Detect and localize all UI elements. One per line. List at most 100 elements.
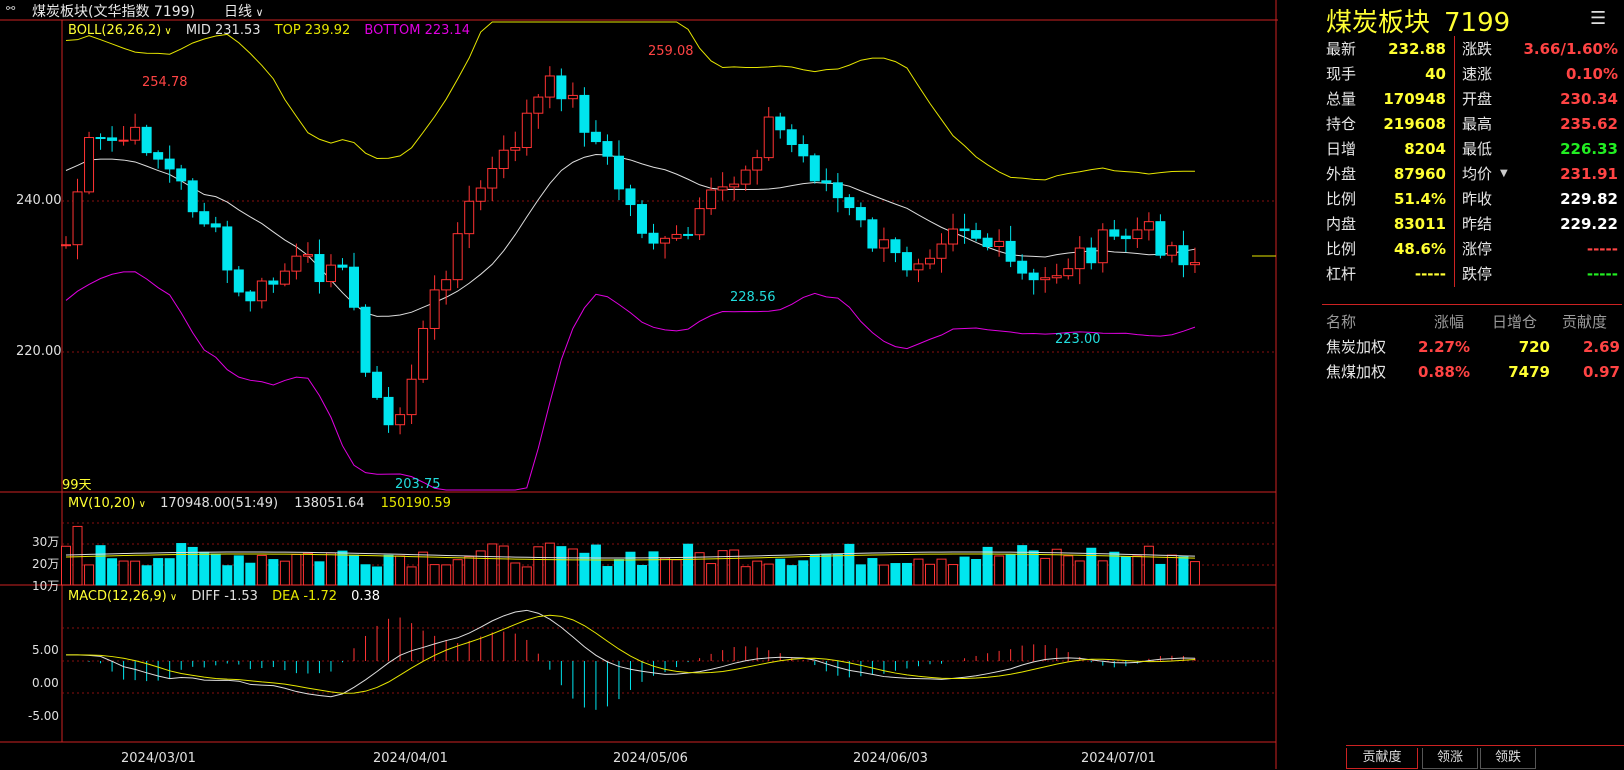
candle-body (729, 183, 740, 188)
candle-body (95, 137, 106, 140)
candle-body (187, 180, 198, 213)
quote-label: 昨结 (1462, 215, 1493, 233)
volume-tick-10w: 10万 (32, 579, 60, 593)
macd-tick-5: 5.00 (32, 643, 59, 657)
quote-separator (1454, 261, 1455, 287)
volume-bar (141, 565, 152, 586)
boll-bottom-value: BOTTOM 223.14 (364, 23, 471, 38)
boll-top-line (65, 21, 1195, 181)
candle-body (590, 131, 601, 143)
volume-bar (948, 564, 959, 586)
candle-body (1132, 229, 1143, 240)
macd-diff-line (65, 609, 1195, 698)
volume-bar (1051, 548, 1062, 586)
candle-body (637, 204, 647, 234)
volume-bar (786, 565, 797, 586)
candle-body (1097, 229, 1108, 264)
quote-label: 开盘 (1462, 90, 1493, 108)
volume-bar (498, 545, 509, 586)
volume-bar (372, 566, 383, 586)
volume-bar (936, 558, 947, 586)
candle-body (199, 211, 210, 225)
quote-value: 51.4% (1393, 190, 1446, 208)
candle-body (625, 188, 636, 206)
volume-bar (199, 551, 210, 586)
candle-body (1143, 221, 1154, 231)
candle-body (130, 126, 141, 141)
volume-indicator-selector[interactable]: MV(10,20) ∨ (68, 496, 146, 511)
volume-bar (590, 544, 601, 586)
low-annotation-1: 228.56 (730, 290, 776, 305)
volume-bar (994, 555, 1005, 586)
candle-body (360, 306, 371, 373)
volume-bar (107, 558, 118, 586)
candle-body (994, 240, 1005, 247)
volume-bar (1028, 550, 1039, 586)
chevron-down-icon: ∨ (252, 6, 264, 19)
link-icon[interactable]: ⚯ (6, 2, 16, 15)
high-annotation-2: 259.08 (648, 44, 694, 59)
volume-bar (222, 565, 233, 586)
volume-bar (302, 552, 313, 586)
quote-row: 杠杆 ----- 跌停 ----- (1322, 261, 1624, 287)
header-name: 名称 (1326, 313, 1357, 331)
contrib-row[interactable]: 焦炭加权 2.27% 720 2.69 (1322, 334, 1624, 360)
volume-bar (579, 552, 590, 586)
candle-body (890, 239, 901, 254)
quote-value: 229.82 (1560, 190, 1618, 208)
volume-bar (878, 564, 889, 586)
candle-body (706, 189, 717, 210)
candle-body (164, 158, 175, 170)
quote-row: 比例 51.4% 昨收 229.82 (1322, 186, 1624, 212)
macd-dea-value: DEA -1.72 (272, 589, 337, 604)
candle-body (786, 129, 797, 146)
quote-value: ----- (1414, 265, 1446, 283)
volume-bar (187, 546, 198, 586)
quote-label: 最高 (1462, 115, 1493, 133)
candle-body (1005, 240, 1016, 262)
tab-top-losers[interactable]: 领跌 (1480, 748, 1536, 769)
volume-bar (130, 560, 141, 586)
price-tick-240: 240.00 (16, 193, 62, 208)
quote-label: 速涨 (1462, 65, 1493, 83)
quote-row: 最新 232.88 涨跌 3.66/1.60% (1322, 36, 1624, 62)
candle-body (222, 226, 233, 271)
volume-bar (648, 551, 659, 586)
tab-contribution[interactable]: 贡献度 (1346, 748, 1418, 769)
candle-body (1028, 272, 1039, 281)
mv10-value: 138051.64 (294, 496, 365, 511)
volume-bar (233, 555, 244, 586)
caret-down-icon[interactable]: ▼ (1500, 168, 1508, 179)
candle-body (314, 254, 325, 283)
volume-bar (544, 542, 555, 586)
quote-label: 总量 (1326, 90, 1357, 108)
quote-label: 最新 (1326, 40, 1357, 58)
candle-body (579, 94, 590, 133)
quote-separator (1454, 236, 1455, 262)
contrib-row[interactable]: 焦煤加权 0.88% 7479 0.97 (1322, 359, 1624, 385)
quote-label: 现手 (1326, 65, 1357, 83)
quote-value: 232.88 (1388, 40, 1446, 58)
volume-bar (775, 558, 786, 586)
boll-indicator-selector[interactable]: BOLL(26,26,2) ∨ (68, 23, 172, 38)
chart-canvas[interactable] (0, 0, 1278, 769)
quote-row: 日增 8204 最低 226.33 (1322, 136, 1624, 162)
tab-top-gainers[interactable]: 领涨 (1422, 748, 1478, 769)
quote-separator (1454, 161, 1455, 187)
volume-bar (475, 550, 486, 586)
candle-body (291, 255, 302, 272)
candle-body (683, 233, 694, 236)
candle-body (245, 291, 256, 302)
volume-bar (1074, 560, 1085, 586)
candle-body (176, 168, 187, 182)
candle-body (72, 191, 83, 246)
contrib-oi: 720 (1518, 338, 1550, 356)
candle-body (602, 141, 613, 157)
candle-body (671, 233, 682, 239)
quote-value: 0.10% (1565, 65, 1618, 83)
macd-indicator-selector[interactable]: MACD(12,26,9) ∨ (68, 589, 177, 604)
candle-body (867, 219, 878, 249)
menu-list-icon[interactable]: ☰ (1590, 8, 1607, 29)
volume-bar (706, 563, 717, 586)
period-selector[interactable]: 日线 ∨ (224, 1, 264, 21)
